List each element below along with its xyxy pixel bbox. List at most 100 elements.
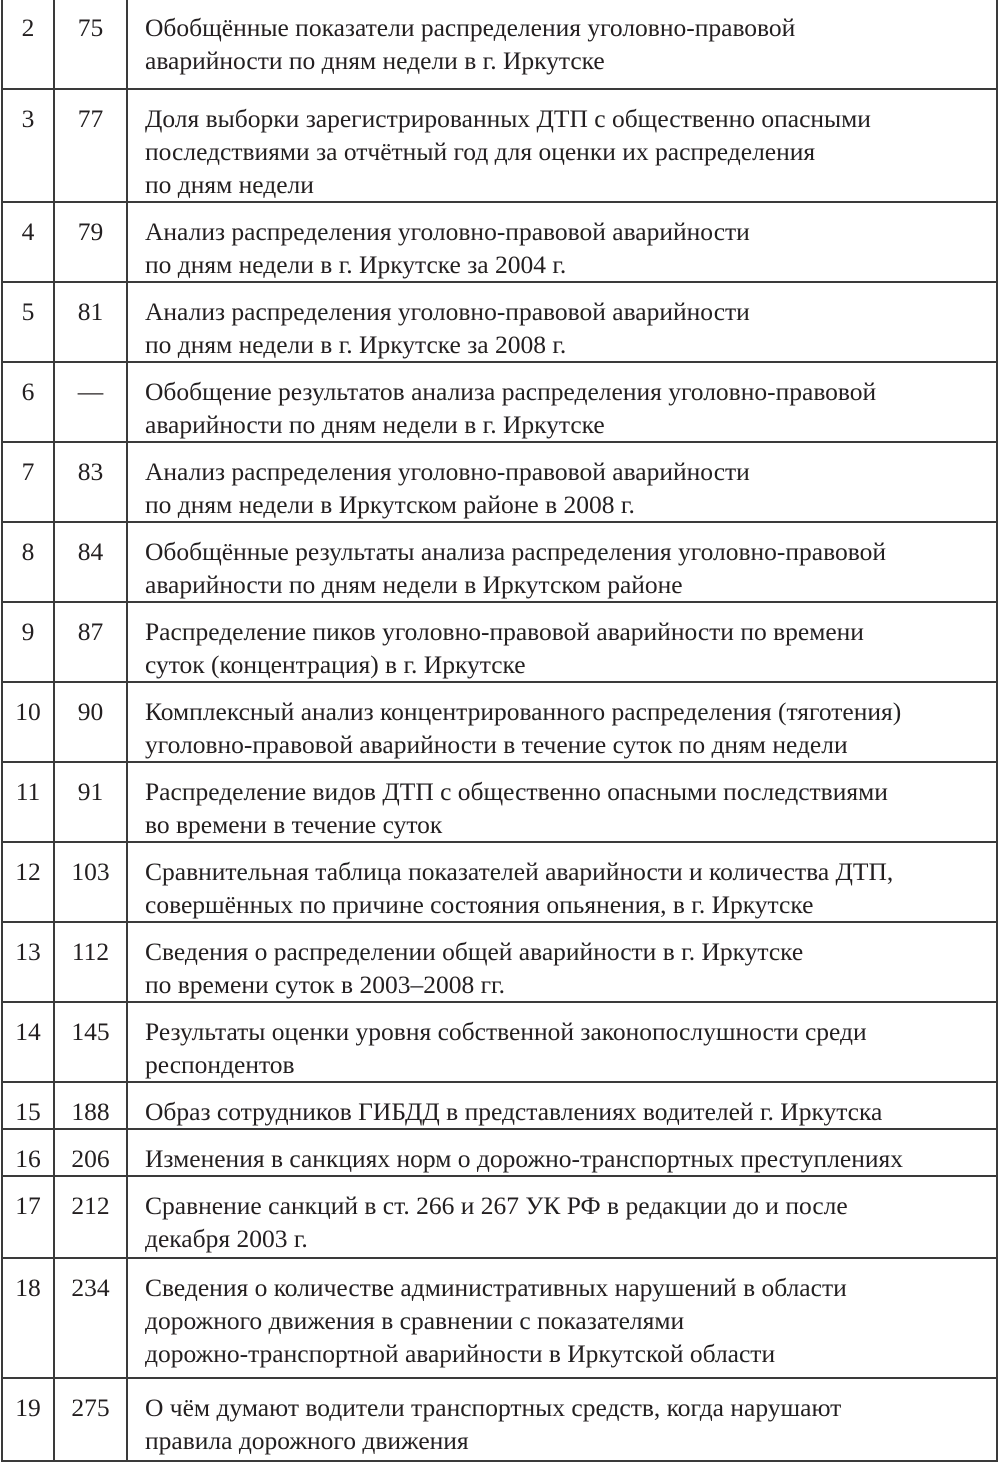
title-line: Сравнение санкций в ст. 266 и 267 УК РФ …: [145, 1191, 848, 1220]
row-number: 10: [1, 681, 55, 763]
title-line: Распределение пиков уголовно-правовой ав…: [145, 617, 864, 646]
row-number: 15: [1, 1081, 55, 1130]
title-line: Образ сотрудников ГИБДД в представлениях…: [145, 1097, 883, 1126]
row-number: 3: [1, 88, 55, 203]
title-line: Изменения в санкциях норм о дорожно-тран…: [145, 1144, 904, 1173]
title-line: Доля выборки зарегистрированных ДТП с об…: [145, 104, 871, 133]
row-title: Обобщение результатов анализа распределе…: [126, 361, 998, 443]
title-line: дорожно-транспортной аварийности в Иркут…: [145, 1339, 776, 1368]
page-number: 234: [53, 1257, 128, 1379]
page-number: 145: [53, 1001, 128, 1083]
title-line: Сведения о распределении общей аварийнос…: [145, 937, 804, 966]
title-line: по дням недели в г. Иркутске за 2008 г.: [145, 330, 567, 359]
table-row: 17 212 Сравнение санкций в ст. 266 и 267 У…: [1, 1175, 998, 1259]
page-number: 206: [53, 1128, 128, 1177]
page-number: 212: [53, 1175, 128, 1259]
page-number: 103: [53, 841, 128, 923]
page-number: 90: [53, 681, 128, 763]
title-line: Анализ распределения уголовно-правовой а…: [145, 457, 750, 486]
row-number: 9: [1, 601, 55, 683]
table-row: 7 83 Анализ распределения уголовно-правово…: [1, 441, 998, 523]
row-number: 18: [1, 1257, 55, 1379]
row-number: 16: [1, 1128, 55, 1177]
row-title: О чём думают водители транспортных средс…: [126, 1377, 998, 1462]
title-line: правила дорожного движения: [145, 1426, 469, 1455]
row-title: Обобщённые показатели распределения угол…: [126, 0, 998, 90]
page-number: 77: [53, 88, 128, 203]
title-line: Сравнительная таблица показателей аварий…: [145, 857, 894, 886]
page-number: 275: [53, 1377, 128, 1462]
title-line: Обобщение результатов анализа распределе…: [145, 377, 877, 406]
table-row: 6— Обобщение результатов анализа распреде…: [1, 361, 998, 443]
title-line: аварийности по дням недели в г. Иркутске: [145, 46, 605, 75]
table-row: 19 275 О чём думают водители транспортных …: [1, 1377, 998, 1462]
row-title: Изменения в санкциях норм о дорожно-тран…: [126, 1128, 998, 1177]
table-row: 4 79 Анализ распределения уголовно-правово…: [1, 201, 998, 283]
title-line: Результаты оценки уровня собственной зак…: [145, 1017, 867, 1046]
title-line: Анализ распределения уголовно-правовой а…: [145, 217, 750, 246]
row-number: 5: [1, 281, 55, 363]
row-number: 11: [1, 761, 55, 843]
title-line: по времени суток в 2003–2008 гг.: [145, 970, 506, 999]
title-line: последствиями за отчётный год для оценки…: [145, 137, 816, 166]
row-number: 2: [1, 0, 55, 90]
title-line: аварийности по дням недели в Иркутском р…: [145, 570, 683, 599]
row-number: 17: [1, 1175, 55, 1259]
row-title: Результаты оценки уровня собственной зак…: [126, 1001, 998, 1083]
title-line: Анализ распределения уголовно-правовой а…: [145, 297, 750, 326]
page-number: 112: [53, 921, 128, 1003]
title-line: дорожного движения в сравнении с показат…: [145, 1306, 685, 1335]
title-line: Обобщённые результаты анализа распределе…: [145, 537, 887, 566]
title-line: уголовно-правовой аварийности в течение …: [145, 730, 848, 759]
table-row: 9 87 Распределение пиков уголовно-правовой…: [1, 601, 998, 683]
row-number: 7: [1, 441, 55, 523]
table-row: 18 234 Сведения о количестве административ…: [1, 1257, 998, 1379]
table-row: 3 77 Доля выборки зарегистрированных ДТП с…: [1, 88, 998, 203]
title-line: совершённых по причине состояния опьянен…: [145, 890, 814, 919]
row-title: Образ сотрудников ГИБДД в представлениях…: [126, 1081, 998, 1130]
row-title: Распределение видов ДТП с общественно оп…: [126, 761, 998, 843]
title-line: по дням недели в Иркутском районе в 2008…: [145, 490, 635, 519]
row-number: 4: [1, 201, 55, 283]
table-row: 13 112 Сведения о распределении общей авар…: [1, 921, 998, 1003]
row-number: 6: [1, 361, 55, 443]
table-row: 10 90 Комплексный анализ концентрированног…: [1, 681, 998, 763]
page-number: 91: [53, 761, 128, 843]
title-line: суток (концентрация) в г. Иркутске: [145, 650, 526, 679]
title-line: Комплексный анализ концентрированного ра…: [145, 697, 902, 726]
title-line: респондентов: [145, 1050, 295, 1079]
row-title: Анализ распределения уголовно-правовой а…: [126, 441, 998, 523]
table-row: 2 75 Обобщённые показатели распределения у…: [1, 0, 998, 90]
table-row: 12 103 Сравнительная таблица показателей а…: [1, 841, 998, 923]
row-title: Сведения о количестве административных н…: [126, 1257, 998, 1379]
page-number: 79: [53, 201, 128, 283]
table-row: 14 145 Результаты оценки уровня собственно…: [1, 1001, 998, 1083]
page-number: 81: [53, 281, 128, 363]
table-row: 15 188 Образ сотрудников ГИБДД в представл…: [1, 1081, 998, 1130]
row-number: 19: [1, 1377, 55, 1462]
table-row: 8 84 Обобщённые результаты анализа распред…: [1, 521, 998, 603]
title-line: Распределение видов ДТП с общественно оп…: [145, 777, 888, 806]
row-number: 8: [1, 521, 55, 603]
title-line: Сведения о количестве административных н…: [145, 1273, 847, 1302]
row-title: Сравнительная таблица показателей аварий…: [126, 841, 998, 923]
table-row: 11 91 Распределение видов ДТП с общественн…: [1, 761, 998, 843]
title-line: Обобщённые показатели распределения угол…: [145, 13, 796, 42]
title-line: О чём думают водители транспортных средс…: [145, 1393, 842, 1422]
page-number: 84: [53, 521, 128, 603]
row-title: Анализ распределения уголовно-правовой а…: [126, 281, 998, 363]
row-number: 13: [1, 921, 55, 1003]
title-line: во времени в течение суток: [145, 810, 443, 839]
row-number: 12: [1, 841, 55, 923]
title-line: по дням недели: [145, 170, 314, 199]
table-row: 5 81 Анализ распределения уголовно-правово…: [1, 281, 998, 363]
title-line: по дням недели в г. Иркутске за 2004 г.: [145, 250, 567, 279]
row-title: Сведения о распределении общей аварийнос…: [126, 921, 998, 1003]
title-line: аварийности по дням недели в г. Иркутске: [145, 410, 605, 439]
page-number: —: [53, 361, 128, 443]
row-number: 14: [1, 1001, 55, 1083]
title-line: декабря 2003 г.: [145, 1224, 308, 1253]
page-number: 83: [53, 441, 128, 523]
page-number: 75: [53, 0, 128, 90]
